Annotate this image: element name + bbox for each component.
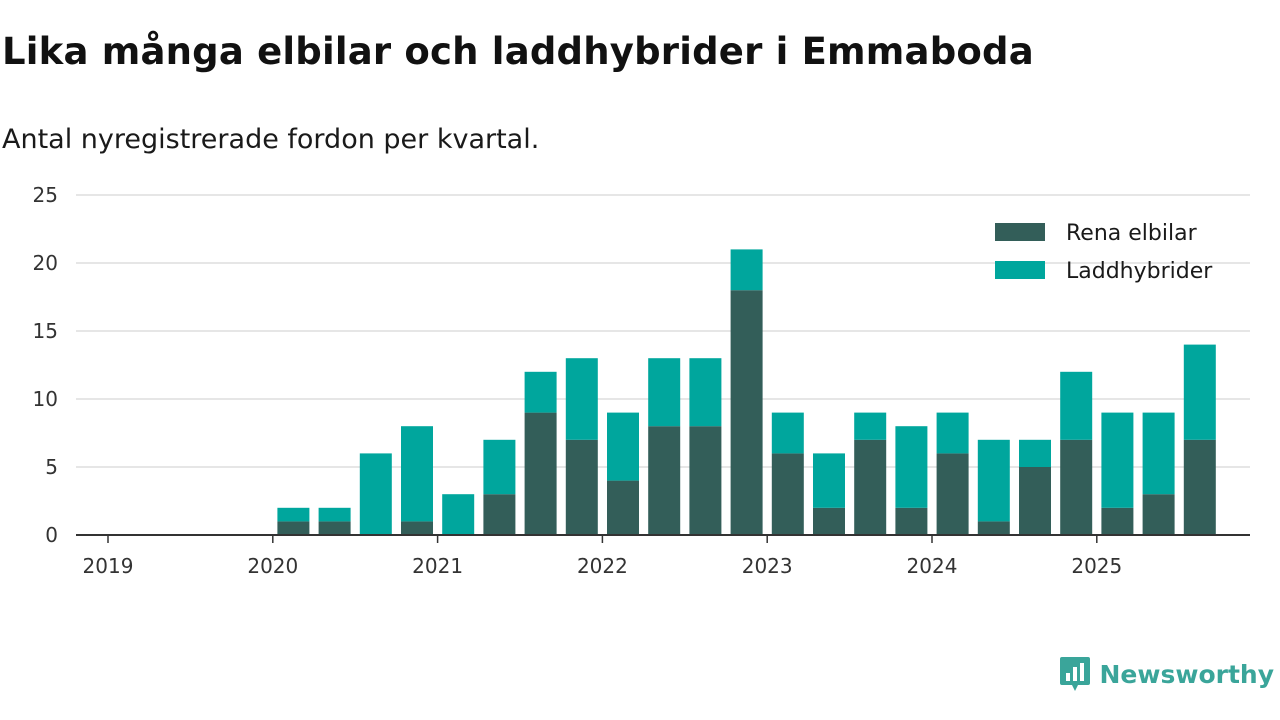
bar-laddhybrider [483,439,516,495]
bar-rena-elbilar [565,439,598,535]
bar-laddhybrider [318,507,351,522]
bar-rena-elbilar [524,412,557,535]
bar-laddhybrider [1101,412,1134,508]
bar-laddhybrider [771,412,804,454]
y-tick-label: 5 [45,455,58,479]
legend-label: Rena elbilar [1066,221,1198,246]
bars [277,249,1216,535]
bar-laddhybrider [1060,371,1093,440]
bar-rena-elbilar [277,521,310,535]
chart-title: Lika många elbilar och laddhybrider i Em… [2,30,1034,73]
newsworthy-logo-icon [1059,657,1090,691]
bar-laddhybrider [730,249,763,291]
y-tick-label: 20 [33,251,58,275]
legend: Rena elbilar Laddhybrider [995,221,1213,284]
bar-laddhybrider [1019,439,1051,467]
bar-rena-elbilar [1101,507,1134,535]
bar-rena-elbilar [771,453,804,535]
bar-rena-elbilar [1019,467,1051,535]
x-tick-label: 2024 [907,554,958,578]
bar-rena-elbilar [401,521,433,535]
bar-laddhybrider [401,426,433,522]
x-tick-label: 2023 [742,554,793,578]
legend-label: Laddhybrider [1066,259,1213,284]
bar-laddhybrider [648,358,681,427]
brand-name: Newsworthy [1099,659,1275,689]
bar-laddhybrider [813,453,845,508]
legend-swatch [995,261,1045,279]
bar-rena-elbilar [977,521,1010,535]
bar-rena-elbilar [689,426,722,535]
bar-laddhybrider [524,371,557,413]
bar-laddhybrider [607,412,639,481]
x-tick-label: 2020 [247,554,298,578]
bar-laddhybrider [359,453,392,535]
bar-rena-elbilar [1183,439,1216,535]
bar-laddhybrider [689,358,722,427]
bar-laddhybrider [442,494,475,535]
bar-laddhybrider [977,439,1010,522]
bar-laddhybrider [854,412,887,440]
bar-rena-elbilar [1142,494,1175,535]
x-tick-label: 2025 [1071,554,1122,578]
y-axis-ticks: 0 5 10 15 20 25 [33,183,58,547]
x-tick-label: 2022 [577,554,628,578]
bar-rena-elbilar [607,480,639,535]
bar-laddhybrider [1142,412,1175,495]
x-axis-ticks: 2019 2020 2021 2022 2023 2024 2025 [83,535,1122,578]
bar-laddhybrider [277,507,310,522]
bar-laddhybrider [936,412,969,454]
bar-laddhybrider [565,358,598,440]
legend-swatch [995,223,1045,241]
brand: Newsworthy [1058,655,1275,693]
bar-rena-elbilar [854,439,887,535]
bar-rena-elbilar [1060,439,1093,535]
bar-laddhybrider [1183,344,1216,440]
y-tick-label: 10 [33,387,58,411]
x-tick-label: 2021 [412,554,463,578]
bar-rena-elbilar [648,426,681,535]
bar-rena-elbilar [483,494,516,535]
bar-rena-elbilar [936,453,969,535]
y-tick-label: 0 [45,523,58,547]
bar-rena-elbilar [813,507,845,535]
y-tick-label: 15 [33,319,58,343]
bar-rena-elbilar [730,290,763,535]
x-tick-label: 2019 [83,554,134,578]
bar-rena-elbilar [318,521,351,535]
bar-laddhybrider [895,426,928,508]
chart-subtitle: Antal nyregistrerade fordon per kvartal. [2,124,540,155]
y-tick-label: 25 [33,183,58,207]
bar-rena-elbilar [895,507,928,535]
